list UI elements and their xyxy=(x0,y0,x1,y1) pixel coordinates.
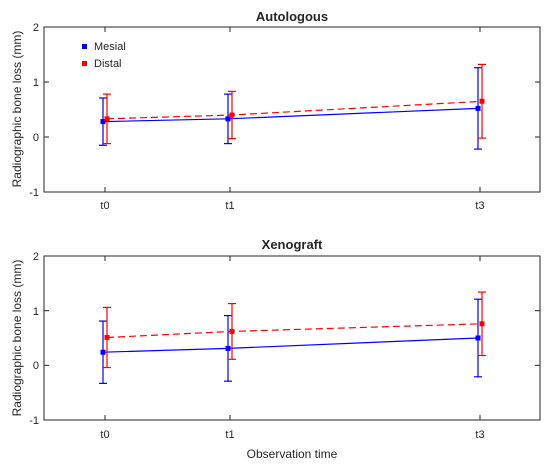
series-mesial xyxy=(99,67,482,150)
data-point-mesial xyxy=(225,116,231,122)
series-line-distal xyxy=(106,323,483,339)
chart-title: Autologous xyxy=(256,9,328,24)
chart-autologous: Autologous 2 1 0 -1 t0 t1 t3 Radiographi… xyxy=(10,9,541,212)
y-axis-label: Radiographic bone loss (mm) xyxy=(10,260,24,417)
series-marks xyxy=(44,255,540,421)
series-line-mesial xyxy=(102,337,479,353)
series-mesial xyxy=(99,298,482,384)
plot-area-frame xyxy=(43,26,541,193)
y-tick-label: 2 xyxy=(33,251,39,263)
data-point-mesial xyxy=(100,349,106,355)
data-point-distal xyxy=(479,98,485,104)
y-tick-label: -1 xyxy=(29,415,39,427)
legend-label-distal: Distal xyxy=(94,58,122,70)
x-tick-label: t0 xyxy=(100,200,109,212)
x-axis-ticks: t0 t1 t3 xyxy=(100,429,484,441)
y-tick-label: -1 xyxy=(29,187,39,199)
y-axis-label: Radiographic bone loss (mm) xyxy=(10,31,24,188)
axis-tick-marks xyxy=(44,255,540,421)
x-axis-ticks: t0 t1 t3 xyxy=(100,200,484,212)
y-axis-ticks: 2 1 0 -1 xyxy=(29,251,39,427)
chart-xenograft: Xenograft 2 1 0 -1 t0 t1 t3 Radiographic… xyxy=(10,237,541,461)
series-distal xyxy=(103,291,486,369)
legend: Mesial Distal xyxy=(82,41,126,70)
y-axis-ticks: 2 1 0 -1 xyxy=(29,22,39,199)
y-tick-label: 1 xyxy=(33,306,39,318)
plot-area-frame xyxy=(43,255,541,421)
data-point-mesial xyxy=(475,335,481,341)
x-tick-label: t3 xyxy=(475,200,484,212)
y-tick-label: 2 xyxy=(33,22,39,34)
y-tick-label: 0 xyxy=(33,360,39,372)
data-point-distal xyxy=(229,112,235,118)
series-marks xyxy=(44,26,540,193)
x-tick-label: t1 xyxy=(225,429,234,441)
legend-marker-mesial xyxy=(82,44,87,49)
chart-title: Xenograft xyxy=(262,237,323,252)
data-point-distal xyxy=(104,116,110,122)
legend-marker-distal xyxy=(82,61,87,66)
y-tick-label: 0 xyxy=(33,132,39,144)
x-axis-label: Observation time xyxy=(247,447,338,461)
axis-tick-marks xyxy=(44,26,540,193)
x-tick-label: t0 xyxy=(100,429,109,441)
data-point-distal xyxy=(104,334,110,340)
x-tick-label: t1 xyxy=(225,200,234,212)
data-point-distal xyxy=(229,328,235,334)
legend-label-mesial: Mesial xyxy=(94,41,126,53)
data-point-distal xyxy=(479,321,485,327)
data-point-mesial xyxy=(100,119,106,125)
series-line-mesial xyxy=(102,107,479,123)
data-point-mesial xyxy=(475,105,481,111)
data-point-mesial xyxy=(225,345,231,351)
x-tick-label: t3 xyxy=(475,429,484,441)
series-distal xyxy=(103,63,486,145)
y-tick-label: 1 xyxy=(33,77,39,89)
